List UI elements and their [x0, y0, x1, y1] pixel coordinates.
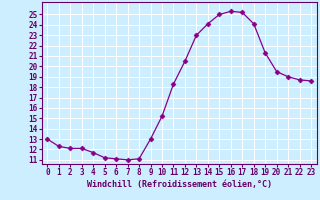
X-axis label: Windchill (Refroidissement éolien,°C): Windchill (Refroidissement éolien,°C): [87, 180, 272, 189]
